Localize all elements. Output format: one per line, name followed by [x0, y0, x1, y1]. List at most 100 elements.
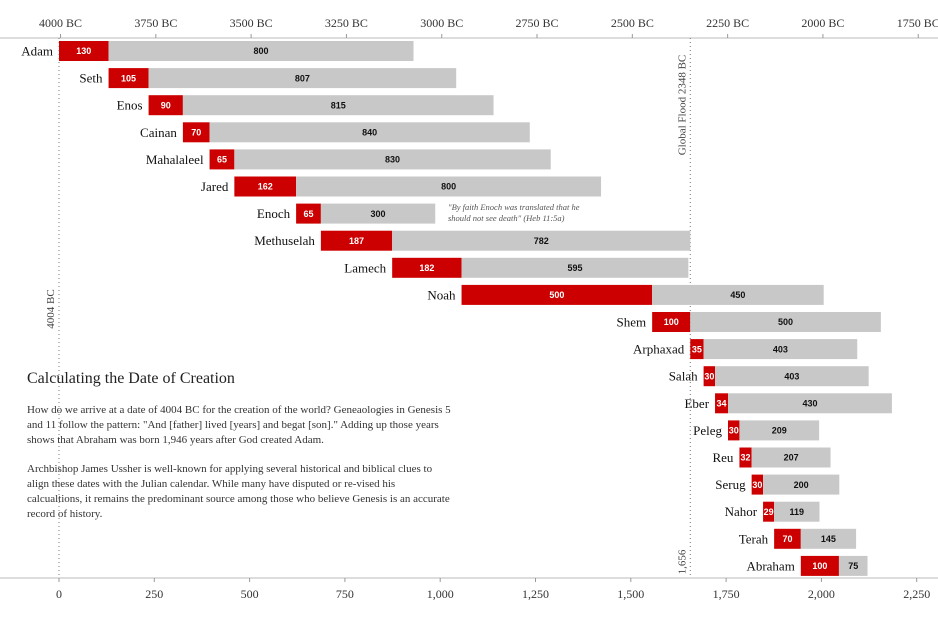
- bottom-tick-label: 500: [241, 587, 259, 601]
- bottom-tick-label: 1,750: [713, 587, 740, 601]
- bar-row: Cainan 70 840: [140, 122, 530, 143]
- bar-lived-after-value-label: 500: [778, 317, 793, 327]
- bar-lived-after-value-label: 830: [385, 155, 400, 165]
- bar-lived-after-value-label: 300: [371, 209, 386, 219]
- bar-begat-segment: [774, 528, 801, 549]
- bar-row: Serug 30 200: [715, 474, 840, 495]
- bar-begat-value-label: 182: [419, 263, 434, 273]
- bar-lived-after-value-label: 200: [794, 480, 809, 490]
- row-name-label: Mahalaleel: [146, 152, 204, 167]
- top-tick-label: 2000 BC: [801, 16, 844, 30]
- bar-row: Seth 105 807: [79, 68, 457, 89]
- row-name-label: Enoch: [257, 206, 291, 221]
- bar-lived-after-value-label: 595: [567, 263, 582, 273]
- bar-lived-after-segment: [715, 366, 869, 387]
- bar-begat-segment: [234, 176, 297, 197]
- bar-lived-after-segment: [703, 339, 858, 360]
- row-name-label: Lamech: [344, 260, 386, 275]
- bar-row: Lamech 182 595: [344, 257, 689, 278]
- bar-begat-value-label: 65: [303, 209, 313, 219]
- bar-lived-after-segment: [728, 393, 892, 414]
- bar-begat-segment: [800, 555, 839, 576]
- bar-lived-after-value-label: 782: [534, 236, 549, 246]
- bar-begat-value-label: 30: [729, 426, 739, 436]
- row-name-label: Serug: [715, 477, 746, 492]
- row-name-label: Shem: [617, 315, 647, 330]
- info-paragraph-1: How do we arrive at a date of 4004 BC fo…: [27, 404, 451, 446]
- bar-row: Peleg 30 209: [693, 420, 820, 441]
- row-name-label: Methuselah: [254, 233, 315, 248]
- bar-row: Terah 70 145: [739, 528, 857, 549]
- row-name-label: Eber: [684, 396, 709, 411]
- bar-begat-value-label: 100: [812, 561, 827, 571]
- bar-begat-segment: [690, 339, 704, 360]
- bar-lived-after-segment: [209, 122, 530, 143]
- bar-begat-segment: [182, 122, 210, 143]
- reference-line-label: Global Flood 2348 BC: [676, 55, 688, 156]
- bar-begat-value-label: 500: [549, 290, 564, 300]
- bar-begat-segment: [728, 420, 740, 441]
- bar-lived-after-value-label: 119: [790, 507, 805, 517]
- bar-lived-after-segment: [182, 95, 494, 116]
- row-name-label: Abraham: [746, 558, 794, 573]
- top-tick-label: 4000 BC: [39, 16, 82, 30]
- bar-row: Abraham 100 75: [746, 555, 868, 576]
- bar-lived-after-value-label: 145: [821, 534, 836, 544]
- bar-lived-after-value-label: 800: [254, 46, 269, 56]
- bar-begat-segment: [59, 41, 109, 61]
- bar-lived-after-segment: [148, 68, 457, 89]
- info-paragraph-2: Archbishop James Ussher is well-known fo…: [27, 463, 450, 520]
- bar-row: Methuselah 187 782: [254, 230, 691, 251]
- bar-begat-segment: [739, 447, 752, 468]
- info-title: Calculating the Date of Creation: [27, 370, 235, 387]
- bar-begat-segment: [652, 312, 691, 332]
- bar-row: Reu 32 207: [712, 447, 831, 468]
- bar-begat-segment: [320, 230, 393, 251]
- bar-begat-segment: [209, 149, 235, 170]
- bottom-axis: 0 250 500 750 1,000 1,250 1,500 1,750 2,000 2,250: [0, 577, 938, 601]
- row-name-label: Noah: [427, 287, 456, 302]
- bar-lived-after-segment: [296, 176, 602, 197]
- info-panel: Calculating the Date of Creation How do …: [27, 370, 452, 536]
- top-tick-label: 3250 BC: [325, 16, 368, 30]
- bottom-tick-label: 2,250: [903, 587, 930, 601]
- bar-lived-after-segment: [392, 230, 691, 251]
- reference-line-label: 4004 BC: [45, 289, 57, 328]
- bars: Adam 130 800 Seth 105 807 Enos 90 815 Cainan 70 840…: [21, 41, 892, 576]
- bar-row: Nahor 29 119: [725, 501, 820, 522]
- bar-begat-value-label: 35: [692, 344, 702, 354]
- bar-begat-segment: [751, 474, 764, 495]
- bar-lived-after-value-label: 403: [784, 371, 799, 381]
- bar-begat-segment: [703, 366, 716, 387]
- bar-lived-after-segment: [108, 41, 414, 61]
- bar-begat-segment: [148, 95, 183, 116]
- bottom-tick-label: 750: [336, 587, 354, 601]
- bar-begat-segment: [392, 257, 462, 278]
- bar-lived-after-segment: [800, 528, 857, 549]
- bar-begat-segment: [108, 68, 149, 89]
- row-name-label: Enos: [117, 98, 143, 113]
- bar-lived-after-segment: [774, 501, 820, 522]
- bar-lived-after-segment: [751, 447, 831, 468]
- bar-row: Enoch 65 300: [257, 203, 436, 224]
- top-tick-label: 2250 BC: [706, 16, 749, 30]
- bar-lived-after-segment: [461, 257, 689, 278]
- bar-begat-value-label: 90: [161, 100, 171, 110]
- bottom-tick-label: 1,000: [427, 587, 454, 601]
- reference-lines: 4004 BC Global Flood 2348 BC 1,656: [45, 38, 691, 578]
- bar-lived-after-value-label: 815: [331, 100, 346, 110]
- bar-begat-value-label: 29: [764, 507, 774, 517]
- bar-lived-after-segment: [690, 312, 881, 332]
- bar-begat-value-label: 130: [76, 46, 91, 56]
- bottom-tick-label: 2,000: [808, 587, 835, 601]
- bar-begat-value-label: 30: [752, 480, 762, 490]
- bar-row: Jared 162 800: [201, 176, 602, 197]
- top-tick-label: 3750 BC: [134, 16, 177, 30]
- row-name-label: Reu: [712, 450, 733, 465]
- bar-lived-after-value-label: 403: [773, 344, 788, 354]
- bar-begat-value-label: 187: [349, 236, 364, 246]
- bar-lived-after-value-label: 450: [730, 290, 745, 300]
- row-name-label: Seth: [79, 71, 103, 86]
- bottom-tick-label: 250: [145, 587, 163, 601]
